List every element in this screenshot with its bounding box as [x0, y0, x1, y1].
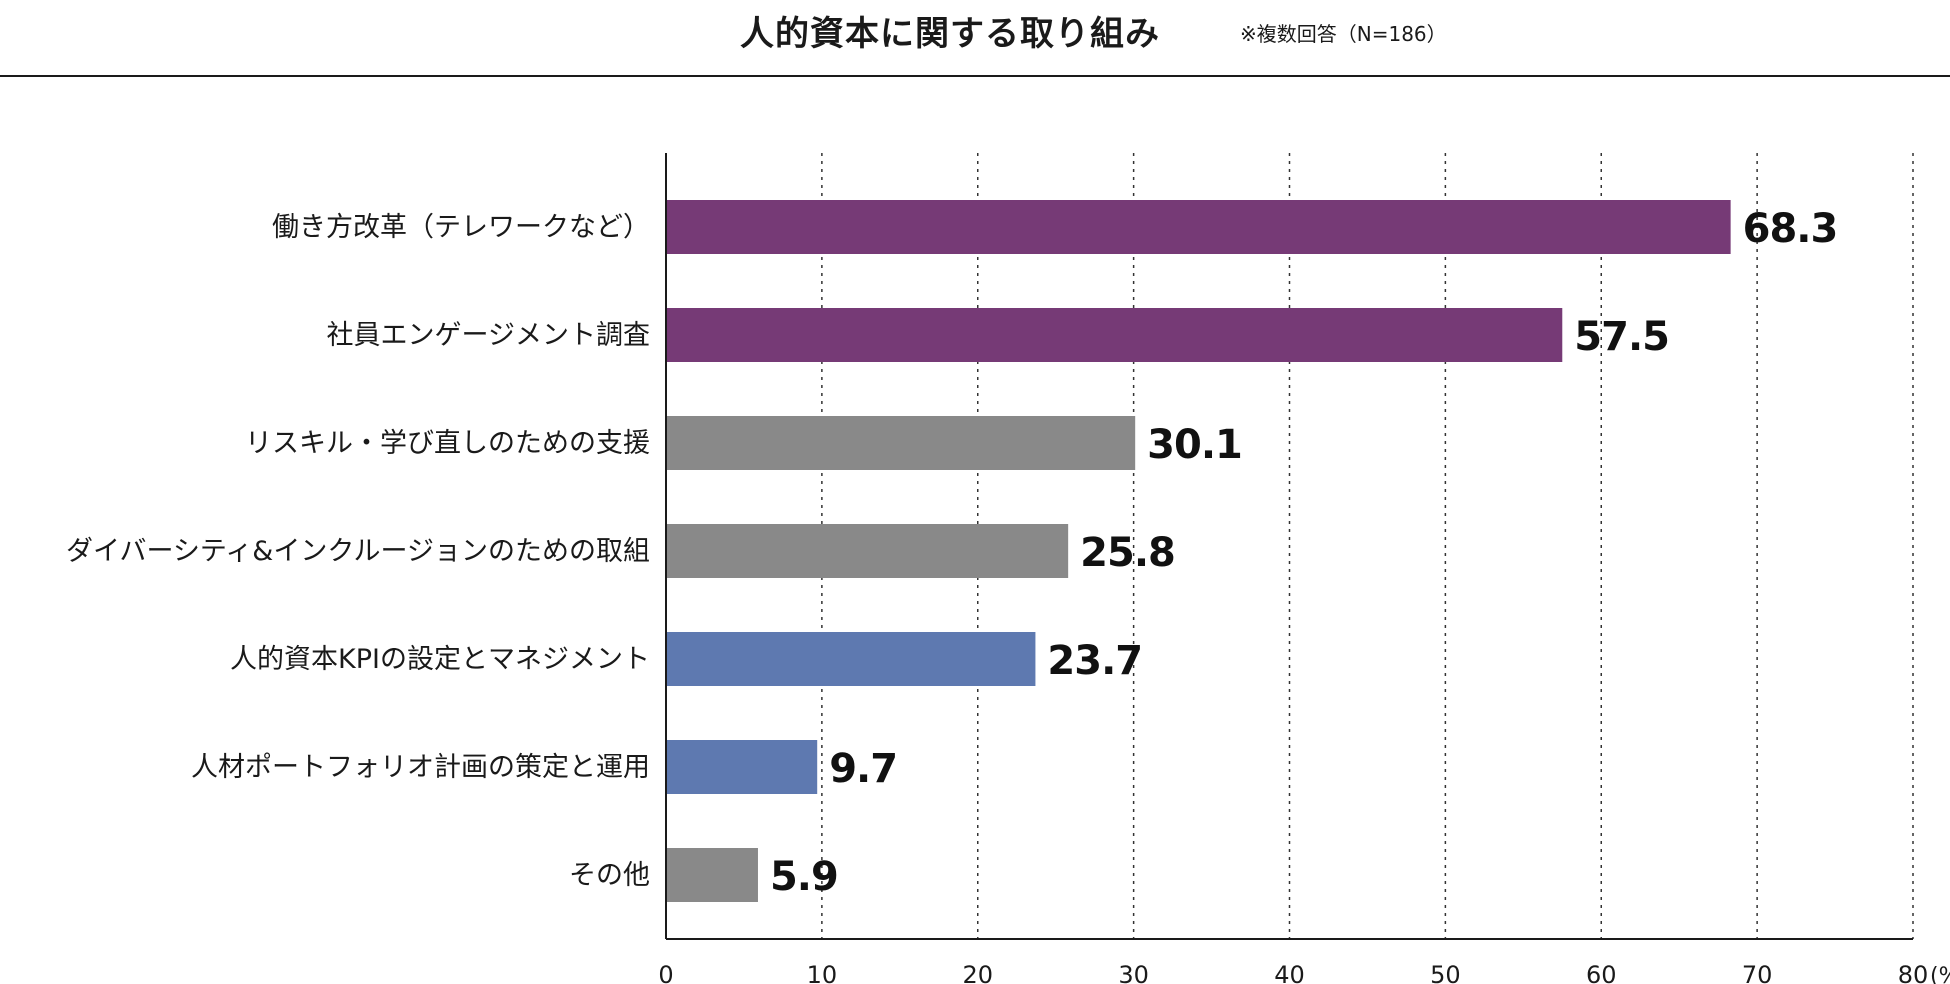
value-label-4: 25.8: [1080, 530, 1175, 576]
chart-title: 人的資本に関する取り組み: [740, 14, 1160, 54]
bar-7: [666, 848, 758, 902]
x-tick-label-60: 60: [1586, 961, 1617, 984]
category-label-2: 社員エンゲージメント調査: [327, 320, 650, 351]
bar-4: [666, 524, 1069, 578]
x-tick-label-20: 20: [962, 961, 993, 984]
value-label-6: 9.7: [829, 746, 897, 792]
category-label-4: ダイバーシティ&インクルージョンのための取組: [66, 536, 650, 567]
bar-3: [666, 416, 1136, 470]
bar-2: [666, 308, 1563, 362]
bar-6: [666, 740, 818, 794]
value-label-5: 23.7: [1047, 638, 1142, 684]
x-tick-label-80: 80: [1898, 961, 1929, 984]
bar-5: [666, 632, 1036, 686]
grid-lines: [821, 153, 1914, 939]
category-label-5: 人的資本KPIの設定とマネジメント: [230, 644, 650, 675]
title-divider: [0, 75, 1950, 77]
category-label-7: その他: [569, 860, 650, 891]
value-label-1: 68.3: [1743, 206, 1838, 252]
chart-note: ※複数回答（N=186）: [1240, 22, 1447, 46]
x-tick-label-50: 50: [1430, 961, 1461, 984]
bars: [666, 200, 1731, 902]
category-label-3: リスキル・学び直しのための支援: [245, 428, 650, 459]
x-tick-label-40: 40: [1274, 961, 1305, 984]
axes: [665, 153, 1913, 940]
category-label-6: 人材ポートフォリオ計画の策定と運用: [191, 752, 650, 783]
x-tick-label-0: 0: [658, 961, 673, 984]
category-label-1: 働き方改革（テレワークなど）: [272, 212, 650, 243]
value-label-3: 30.1: [1147, 422, 1242, 468]
value-label-7: 5.9: [770, 854, 838, 900]
x-tick-label-30: 30: [1118, 961, 1149, 984]
x-unit-label: (%): [1930, 964, 1950, 984]
x-tick-label-10: 10: [807, 961, 838, 984]
value-label-2: 57.5: [1574, 314, 1669, 360]
x-tick-label-70: 70: [1742, 961, 1773, 984]
labels: 0 10 20 30 40 50 60 70 80(%) 働き方改革（テレワークなど） 68.3 社員…: [66, 206, 1950, 984]
chart-header: 人的資本に関する取り組み ※複数回答（N=186）: [0, 6, 1950, 56]
bar-1: [666, 200, 1731, 254]
